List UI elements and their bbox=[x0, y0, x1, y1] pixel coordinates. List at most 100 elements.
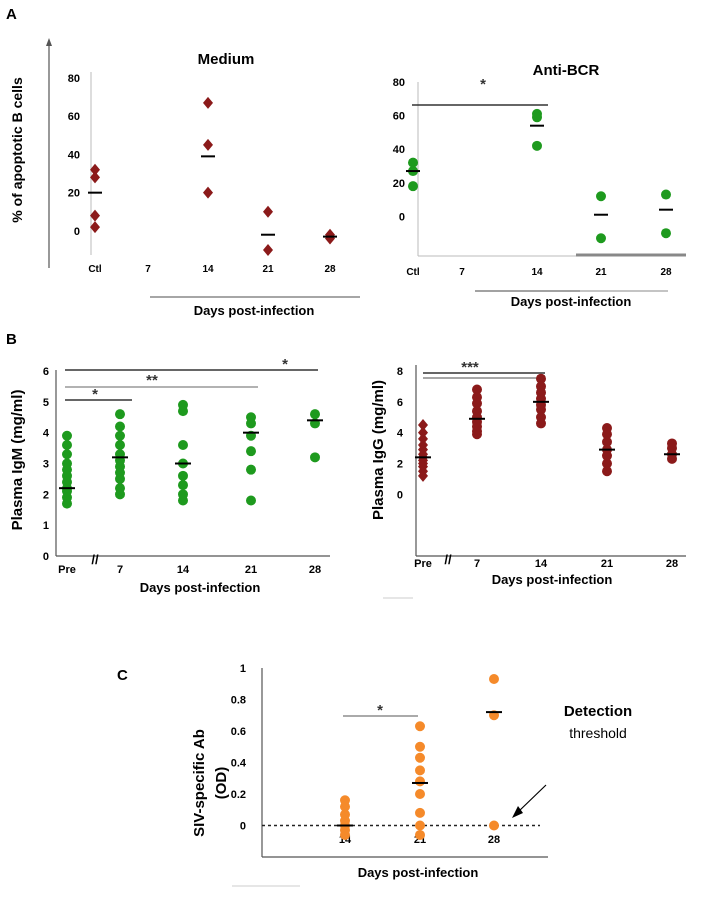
chart-A-antibcr-point bbox=[661, 228, 671, 239]
chart-A-medium-ytick: 20 bbox=[68, 188, 80, 200]
chart-C-annotation-detection: Detection bbox=[564, 703, 632, 720]
chart-B-IgG-point bbox=[418, 432, 428, 445]
chart-B-IgG-xtick: 14 bbox=[535, 558, 548, 570]
chart-B-IgM-sig-label: * bbox=[282, 356, 288, 373]
chart-B-IgM-point bbox=[115, 489, 125, 500]
chart-C-point bbox=[415, 741, 425, 752]
panel-label-b: B bbox=[6, 331, 17, 348]
chart-B-IgM-point bbox=[178, 495, 188, 506]
chart-B-IgG-axis-break-icon: // bbox=[444, 552, 452, 567]
chart-A-medium-point bbox=[90, 209, 100, 222]
chart-A-antibcr-point bbox=[661, 189, 671, 200]
chart-B-IgG-xlabel: Days post-infection bbox=[492, 572, 613, 587]
chart-C-ytick: 0.4 bbox=[231, 758, 247, 770]
chart-B-IgG-point bbox=[602, 450, 612, 461]
chart-C-xlabel: Days post-infection bbox=[358, 865, 479, 880]
chart-B-IgG-point bbox=[536, 373, 546, 384]
chart-B-IgM-point bbox=[178, 440, 188, 450]
chart-C-point bbox=[415, 752, 425, 763]
chart-B-IgG-xtick: 21 bbox=[601, 558, 613, 570]
chart-B-IgM-ytick: 6 bbox=[43, 366, 49, 378]
chart-A-medium-point bbox=[90, 171, 100, 184]
chart-A-medium-title: Medium bbox=[198, 51, 255, 68]
chart-B-IgM-point bbox=[115, 430, 125, 441]
chart-B-IgM-point bbox=[246, 495, 256, 506]
chart-A-antibcr-title: Anti-BCR bbox=[533, 62, 600, 79]
chart-B-IgG-xtick: 28 bbox=[666, 558, 678, 570]
chart-B-IgM-ytick: 4 bbox=[43, 428, 50, 440]
panelA-ylabel: % of apoptotic B cells bbox=[9, 77, 25, 223]
chart-A-antibcr-point bbox=[596, 191, 606, 202]
chart-B-IgM-point bbox=[246, 446, 256, 457]
panel-label-c: C bbox=[117, 667, 128, 684]
chart-B-IgM-point bbox=[178, 480, 188, 491]
chart-B-IgG-ytick: 8 bbox=[397, 366, 403, 378]
chart-C-ytick: 0 bbox=[240, 821, 246, 833]
chart-B-IgG-ytick: 2 bbox=[397, 459, 403, 471]
chart-B-IgM-xtick: Pre bbox=[58, 564, 76, 576]
chart-B-IgG-xtick: Pre bbox=[414, 558, 432, 570]
chart-B-IgG-point bbox=[667, 453, 677, 464]
chart-B-IgG-ylabel: Plasma IgG (mg/ml) bbox=[370, 380, 387, 520]
chart-A-antibcr-xtick: 21 bbox=[595, 267, 607, 278]
panelA-yaxis-arrow-icon bbox=[46, 38, 52, 46]
chart-A-antibcr-point bbox=[408, 157, 418, 168]
chart-C-sig-label: * bbox=[377, 702, 383, 719]
chart-C-annotation-threshold: threshold bbox=[569, 725, 627, 741]
chart-C-point bbox=[415, 829, 425, 840]
chart-B-IgM-point bbox=[115, 421, 125, 432]
chart-C-ylabel-1: SIV-specific Ab bbox=[191, 729, 208, 837]
chart-B-IgG-point bbox=[418, 418, 428, 431]
chart-C-point bbox=[489, 820, 499, 831]
chart-A-antibcr-point bbox=[408, 181, 418, 192]
chart-B-IgM-xtick: 7 bbox=[117, 564, 123, 576]
chart-C-point bbox=[340, 829, 350, 840]
chart-C-point bbox=[489, 674, 499, 685]
chart-B-IgM-ytick: 2 bbox=[43, 489, 49, 501]
chart-A-medium-xtick: 28 bbox=[324, 264, 336, 275]
chart-A-medium-point bbox=[203, 186, 213, 199]
chart-B-IgM-xtick: 21 bbox=[245, 564, 257, 576]
chart-C-point bbox=[415, 776, 425, 787]
chart-B-IgM-point bbox=[62, 498, 72, 509]
chart-A-antibcr-xtick: 28 bbox=[660, 267, 672, 278]
chart-B-IgM-xtick: 14 bbox=[177, 564, 190, 576]
chart-C-point bbox=[415, 820, 425, 831]
chart-B-IgM-ylabel: Plasma IgM (mg/ml) bbox=[9, 390, 26, 531]
chart-A-medium-ytick: 40 bbox=[68, 149, 80, 161]
chart-A-antibcr-xtick: Ctl bbox=[406, 267, 420, 278]
chart-B-IgG-point bbox=[602, 466, 612, 477]
chart-B-IgG-ytick: 6 bbox=[397, 397, 403, 409]
chart-A-medium-xtick: Ctl bbox=[88, 264, 102, 275]
chart-B-IgG-point bbox=[602, 458, 612, 469]
chart-C-ytick: 0.6 bbox=[231, 726, 246, 738]
chart-B-IgM-point bbox=[115, 473, 125, 484]
chart-B-IgG-point bbox=[472, 384, 482, 395]
chart-C-ytick: 0.2 bbox=[231, 789, 246, 801]
chart-B-IgM-ytick: 3 bbox=[43, 459, 49, 471]
chart-A-medium-xtick: 14 bbox=[202, 264, 214, 275]
chart-A-antibcr-ytick: 0 bbox=[399, 211, 405, 223]
chart-C-xtick: 28 bbox=[488, 834, 500, 846]
chart-A-medium-point bbox=[203, 138, 213, 151]
chart-B-IgG-point bbox=[602, 429, 612, 440]
chart-A-antibcr-ytick: 20 bbox=[393, 178, 405, 190]
chart-B-IgM-point bbox=[62, 449, 72, 460]
chart-A-medium-xtick: 7 bbox=[145, 264, 151, 275]
chart-B-IgM-point bbox=[310, 409, 320, 420]
chart-A-antibcr-ytick: 80 bbox=[393, 77, 405, 89]
chart-A-medium-ytick: 0 bbox=[74, 226, 80, 238]
chart-A-antibcr-ytick: 60 bbox=[393, 111, 405, 123]
chart-B-IgM-point bbox=[115, 440, 125, 450]
chart-C-point bbox=[415, 807, 425, 818]
chart-B-IgG-point bbox=[536, 404, 546, 415]
chart-B-IgG-ytick: 0 bbox=[397, 489, 403, 501]
chart-B-IgM-point bbox=[246, 464, 256, 475]
chart-A-medium-point bbox=[325, 232, 335, 245]
chart-C-point bbox=[415, 721, 425, 732]
chart-B-IgM-point bbox=[178, 406, 188, 417]
chart-B-IgM-point bbox=[62, 440, 72, 450]
chart-A-antibcr-point bbox=[532, 112, 542, 123]
chart-B-IgM-ytick: 5 bbox=[43, 397, 49, 409]
